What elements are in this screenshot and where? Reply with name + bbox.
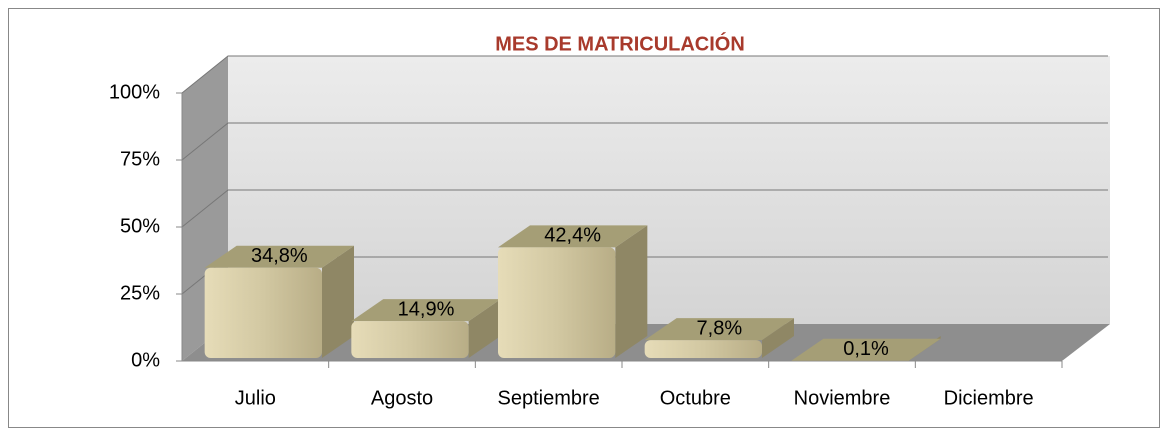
bar [498,247,616,358]
bar-side [468,299,501,358]
bar-side [762,318,794,358]
x-tick-label: Diciembre [944,387,1034,409]
value-label: 7,8% [697,317,743,339]
x-tick-label: Octubre [660,387,731,409]
bar-top [644,318,794,341]
bar-top [204,245,354,268]
bar-top [791,338,941,361]
y-tick-label: 100% [109,81,160,103]
y-tick-label: 50% [120,215,160,237]
grid-line [181,55,1108,94]
chart-border [8,8,1160,428]
x-tick-label: Noviembre [794,387,891,409]
value-label: 42,4% [544,225,601,247]
value-label: 0,1% [843,338,889,360]
bar-side [322,245,354,358]
bar-side [615,225,648,358]
grid-line [181,189,1108,228]
value-label: 34,8% [251,245,308,267]
bar-top [498,225,648,248]
chart-title: MES DE MATRICULACIÓN [495,31,745,55]
x-tick-label: Septiembre [498,387,600,409]
bar [204,267,322,358]
x-tick-label: Julio [235,387,276,409]
bar [644,340,762,358]
y-tick-label: 25% [120,282,160,304]
y-tick-label: 75% [120,148,160,170]
value-label: 14,9% [398,298,455,320]
bar [351,321,469,358]
x-tick-label: Agosto [371,387,433,409]
bar-top [351,299,501,322]
y-tick-label: 0% [131,349,160,371]
grid-line [181,122,1108,161]
